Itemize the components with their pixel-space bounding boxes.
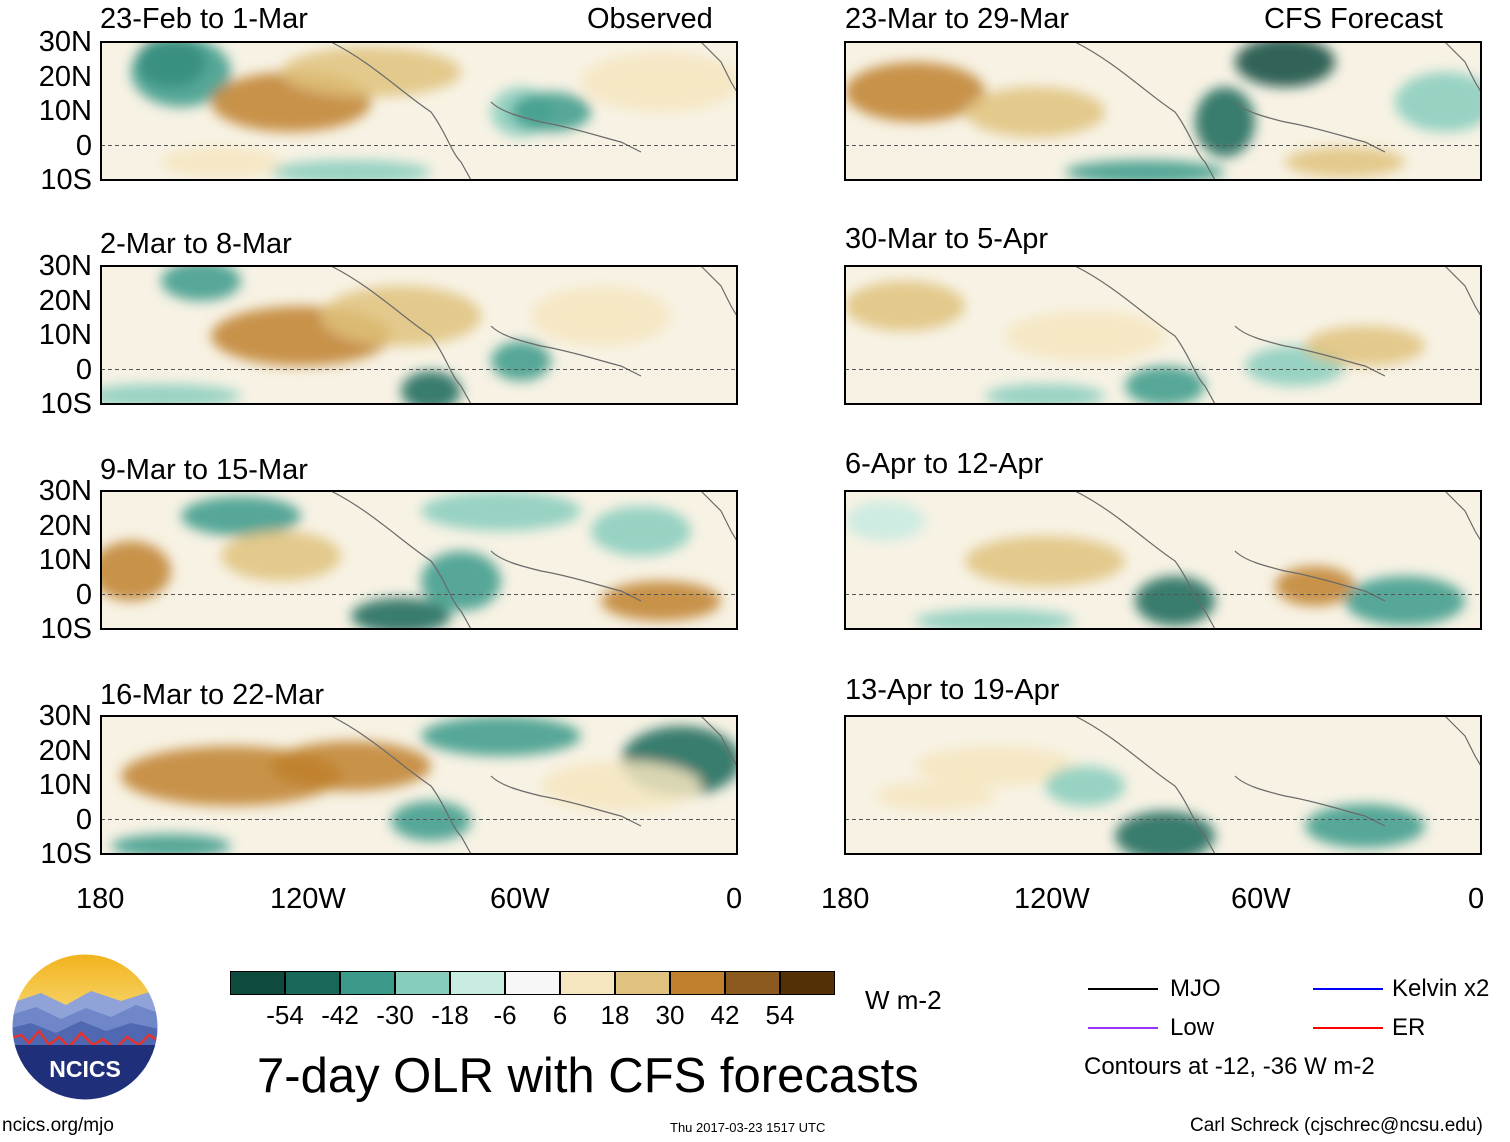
- panel-label: Observed: [587, 3, 713, 35]
- panel-period: 23-Feb to 1-Mar: [100, 3, 308, 35]
- y-tick: 0: [75, 129, 92, 162]
- y-tick: 10S: [40, 164, 92, 196]
- x-tick: 180: [821, 883, 870, 915]
- footer-url: ncics.org/mjo: [2, 1115, 114, 1136]
- y-tick: 30N: [38, 700, 92, 732]
- panel-period: 9-Mar to 15-Mar: [100, 454, 308, 486]
- x-tick: 0: [726, 883, 743, 915]
- olr-map: [844, 715, 1482, 855]
- panel-period: 23-Mar to 29-Mar: [845, 3, 1070, 35]
- x-tick: 120W: [1014, 883, 1090, 915]
- y-tick: 30N: [38, 475, 92, 507]
- colorbar-label: -42: [321, 1000, 359, 1030]
- colorbar-label: 18: [600, 1000, 630, 1030]
- panel-label: CFS Forecast: [1264, 3, 1443, 35]
- legend-kelvin-label: Kelvin x2: [1392, 975, 1490, 1002]
- colorbar-label: 42: [710, 1000, 740, 1030]
- colorbar-units: W m-2: [865, 985, 942, 1015]
- olr-map: [844, 490, 1482, 630]
- colorbar-swatch: [285, 971, 340, 995]
- panel-period: 13-Apr to 19-Apr: [845, 674, 1060, 706]
- legend-er-line: [1313, 1027, 1383, 1029]
- y-tick: 10N: [38, 319, 92, 351]
- colorbar-swatch: [340, 971, 395, 995]
- panel-period: 16-Mar to 22-Mar: [100, 679, 325, 711]
- colorbar-label: 6: [552, 1000, 568, 1030]
- olr-map: [100, 265, 738, 405]
- x-tick: 60W: [490, 883, 550, 915]
- colorbar-swatch: [230, 971, 285, 995]
- colorbar-label: 30: [655, 1000, 685, 1030]
- panel-period: 30-Mar to 5-Apr: [845, 223, 1049, 255]
- olr-map: [100, 490, 738, 630]
- colorbar-swatch: [505, 971, 560, 995]
- legend-low-line: [1088, 1027, 1158, 1029]
- y-tick: 10N: [38, 95, 92, 127]
- x-tick: 120W: [270, 883, 346, 915]
- y-tick: 0: [75, 803, 92, 836]
- colorbar-label: 54: [765, 1000, 795, 1030]
- y-tick: 10S: [40, 613, 92, 645]
- colorbar-swatch: [670, 971, 725, 995]
- y-tick: 20N: [38, 509, 92, 542]
- ncics-logo: NCICS: [11, 953, 159, 1101]
- y-tick: 20N: [38, 284, 92, 317]
- olr-map: [100, 715, 738, 855]
- colorbar-label: -6: [493, 1000, 517, 1030]
- y-tick: 0: [75, 353, 92, 386]
- x-tick: 60W: [1231, 883, 1291, 915]
- figure-title: 7-day OLR with CFS forecasts: [257, 1049, 919, 1103]
- legend-low-label: Low: [1170, 1014, 1215, 1041]
- y-tick: 30N: [38, 26, 92, 58]
- legend-mjo-line: [1088, 988, 1158, 990]
- legend-kelvin-line: [1313, 988, 1383, 990]
- y-tick: 10S: [40, 388, 92, 420]
- olr-map: [100, 41, 738, 181]
- colorbar-label: -54: [266, 1000, 304, 1030]
- olr-map: [844, 265, 1482, 405]
- y-tick: 0: [75, 578, 92, 611]
- y-tick: 20N: [38, 60, 92, 93]
- footer-timestamp: Thu 2017-03-23 1517 UTC: [670, 1120, 826, 1135]
- legend-contour-note: Contours at -12, -36 W m-2: [1084, 1053, 1375, 1080]
- colorbar-swatch: [725, 971, 780, 995]
- colorbar-label: -18: [431, 1000, 469, 1030]
- x-tick: 180: [76, 883, 125, 915]
- legend-er-label: ER: [1392, 1014, 1426, 1041]
- logo-text: NCICS: [49, 1056, 121, 1082]
- colorbar-swatch: [560, 971, 615, 995]
- y-tick: 10N: [38, 769, 92, 801]
- colorbar-swatch: [780, 971, 835, 995]
- y-tick: 20N: [38, 734, 92, 767]
- colorbar-swatch: [615, 971, 670, 995]
- y-tick: 10S: [40, 838, 92, 870]
- panel-period: 6-Apr to 12-Apr: [845, 448, 1044, 480]
- olr-map: [844, 41, 1482, 181]
- footer-credit: Carl Schreck (cjschrec@ncsu.edu): [1190, 1115, 1483, 1136]
- colorbar-swatch: [450, 971, 505, 995]
- y-tick: 30N: [38, 250, 92, 282]
- x-tick: 0: [1468, 883, 1485, 915]
- y-tick: 10N: [38, 544, 92, 576]
- colorbar-swatch: [395, 971, 450, 995]
- colorbar-label: -30: [376, 1000, 414, 1030]
- legend-mjo-label: MJO: [1170, 975, 1221, 1002]
- panel-period: 2-Mar to 8-Mar: [100, 228, 292, 260]
